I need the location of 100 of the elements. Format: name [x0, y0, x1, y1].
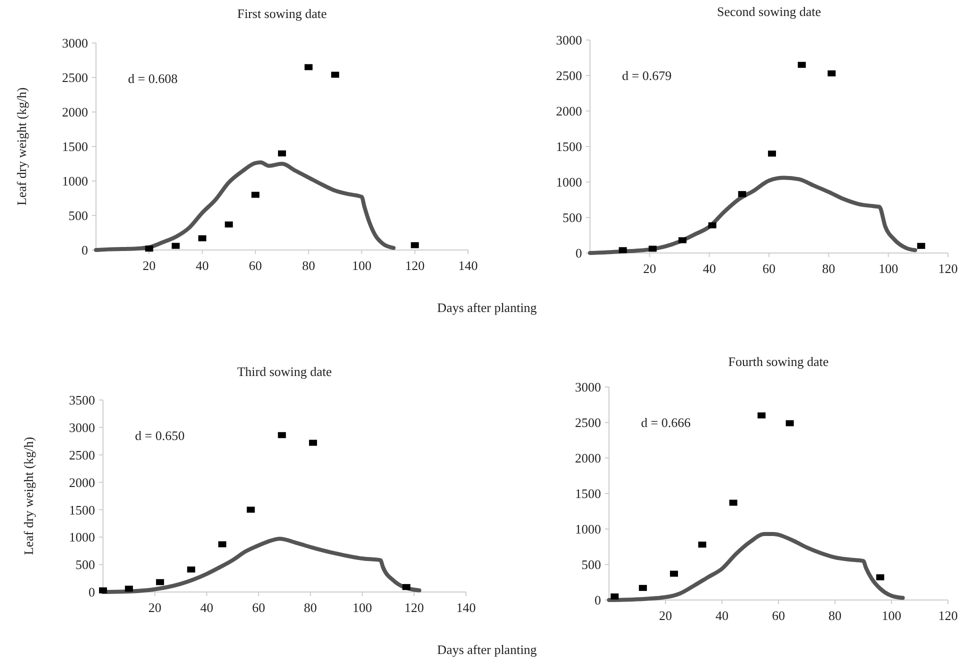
y-tick-label: 2000: [69, 474, 95, 490]
point: [198, 235, 206, 242]
x-tick-label: 80: [822, 261, 836, 276]
point: [670, 570, 678, 577]
point: [618, 247, 627, 254]
x-tick-label: 100: [352, 600, 372, 615]
chart-title: Second sowing date: [717, 4, 822, 19]
y-tick-label: 1500: [556, 139, 582, 154]
y-tick-label: 3000: [62, 36, 88, 51]
x-tick-label: 60: [252, 600, 266, 615]
point: [738, 191, 746, 198]
y-tick-label: 0: [594, 592, 601, 608]
point: [758, 412, 766, 418]
y-tick-label: 1500: [575, 486, 601, 502]
annotation: d = 0.679: [622, 68, 672, 83]
y-tick-label: 2000: [575, 450, 601, 466]
x-tick-label: 40: [200, 600, 214, 615]
point: [638, 584, 647, 591]
x-tick-label: 120: [938, 261, 958, 276]
point: [798, 62, 806, 68]
point: [172, 242, 180, 249]
line-series: [588, 176, 918, 255]
y-tick-label: 1500: [69, 502, 95, 518]
y-tick-label: 1000: [69, 530, 95, 545]
y-tick-label: 2500: [62, 70, 88, 86]
x-tick-label: 40: [716, 608, 728, 623]
y-tick-label: 3000: [575, 380, 601, 395]
x-tick-label: 60: [762, 261, 776, 276]
y-tick-label: 500: [76, 557, 95, 572]
point: [124, 586, 133, 592]
y-tick-label: 500: [562, 210, 582, 226]
y-tick-label: 1500: [62, 139, 88, 154]
x-tick-label: 60: [248, 258, 262, 273]
line-series: [94, 160, 396, 252]
line-series: [607, 532, 905, 602]
point: [309, 440, 318, 446]
point: [648, 246, 657, 252]
chart-title: First sowing date: [237, 6, 327, 21]
point: [304, 64, 313, 70]
y-tick-label: 2000: [556, 104, 582, 119]
annotation: d = 0.608: [128, 71, 178, 86]
point: [828, 70, 836, 76]
point: [278, 432, 286, 438]
y-tick-label: 2500: [575, 415, 601, 430]
x-tick-label: 140: [458, 258, 478, 273]
y-tick-label: 3500: [69, 392, 95, 408]
y-tick-label: 1000: [575, 522, 601, 537]
point: [610, 593, 619, 600]
y-tick-label: 2000: [62, 104, 88, 120]
point: [917, 242, 926, 249]
point: [729, 500, 738, 506]
point: [402, 584, 410, 590]
x-tick-label: 20: [643, 261, 656, 276]
y-axis-title: Leaf dry weight (kg/h): [14, 87, 29, 206]
point: [99, 587, 107, 594]
x-tick-label: 20: [148, 600, 162, 615]
x-axis-title: Days after planting: [437, 642, 538, 657]
x-tick-label: 20: [142, 258, 156, 273]
y-tick-label: 1000: [556, 174, 582, 190]
x-tick-label: 40: [196, 258, 209, 273]
point: [278, 150, 286, 156]
chart-title: Third sowing date: [237, 364, 332, 379]
y-tick-label: 500: [68, 208, 88, 224]
point: [224, 221, 233, 228]
point: [678, 237, 686, 244]
point: [698, 542, 706, 548]
annotation: d = 0.666: [641, 415, 692, 430]
y-tick-label: 1000: [62, 174, 88, 189]
annotation: d = 0.650: [135, 428, 185, 443]
point: [246, 506, 255, 513]
y-tick-label: 2500: [556, 68, 582, 84]
chart-title: Fourth sowing date: [728, 354, 829, 369]
point: [187, 566, 196, 573]
x-tick-label: 60: [772, 608, 785, 623]
y-tick-label: 3000: [556, 32, 582, 48]
x-tick-label: 80: [302, 258, 316, 273]
x-tick-label: 120: [405, 258, 425, 273]
x-tick-label: 120: [404, 600, 424, 615]
point: [708, 222, 716, 228]
y-tick-label: 500: [582, 557, 601, 572]
point: [145, 246, 154, 252]
y-tick-label: 2500: [69, 447, 95, 462]
point: [218, 541, 226, 548]
x-tick-label: 80: [304, 600, 317, 615]
x-tick-label: 40: [702, 261, 716, 276]
x-tick-label: 100: [882, 608, 902, 623]
point: [410, 242, 419, 248]
point: [876, 574, 884, 580]
x-tick-label: 80: [828, 608, 842, 623]
x-tick-label: 100: [352, 258, 372, 273]
point: [331, 72, 340, 78]
y-tick-label: 0: [82, 242, 88, 258]
point: [156, 579, 164, 586]
x-tick-label: 140: [456, 600, 476, 615]
point: [251, 192, 260, 198]
point: [786, 420, 794, 426]
x-tick-label: 20: [659, 608, 672, 623]
x-tick-label: 100: [878, 261, 898, 276]
point: [768, 150, 776, 157]
y-axis-title: Leaf dry weight (kg/h): [21, 436, 36, 556]
